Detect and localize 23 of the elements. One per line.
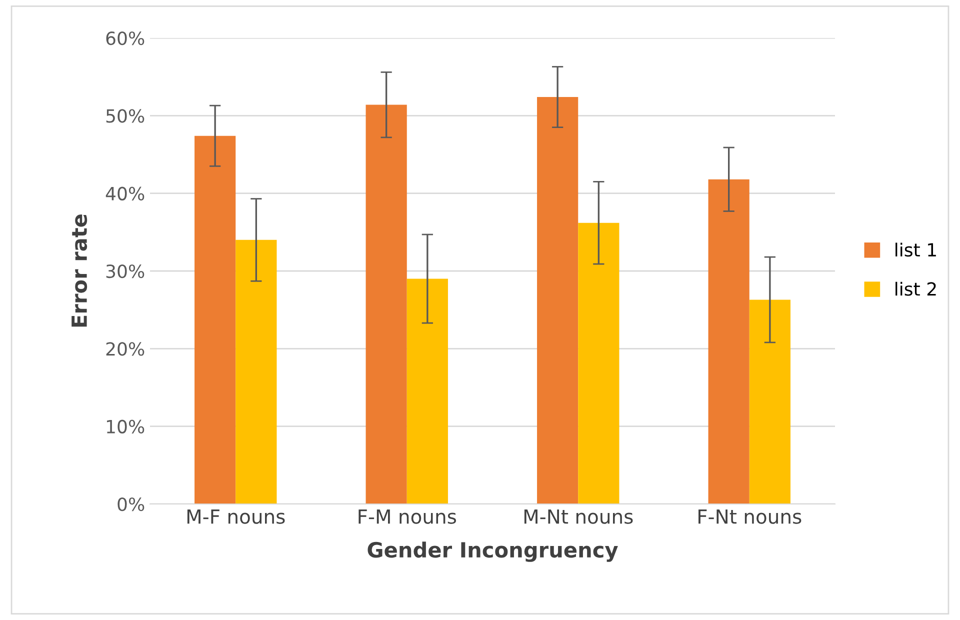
bar <box>236 240 277 504</box>
legend-label: list 1 <box>896 242 936 257</box>
y-tick-label: 0% <box>118 497 144 512</box>
bar <box>537 97 578 504</box>
y-tick-label: 60% <box>106 31 144 46</box>
y-axis-title: Error rate <box>72 214 88 327</box>
bar <box>366 104 407 504</box>
x-axis-title: Gender Incongruency <box>368 542 618 562</box>
y-tick-label: 30% <box>106 264 144 278</box>
legend-label: list 2 <box>896 282 936 296</box>
x-tick-label: M-Nt nouns <box>524 509 633 524</box>
bar <box>578 222 620 504</box>
bar <box>749 300 790 504</box>
bar <box>708 179 750 504</box>
x-tick-label: M-F nouns <box>187 509 285 524</box>
y-tick-label: 40% <box>106 186 144 200</box>
bar <box>406 278 448 504</box>
bar <box>194 136 236 504</box>
y-tick-label: 20% <box>106 342 144 356</box>
y-tick-label: 50% <box>106 109 144 123</box>
x-tick-label: F-Nt nouns <box>698 509 802 524</box>
y-tick-label: 10% <box>106 420 144 434</box>
x-tick-label: F-M nouns <box>358 509 456 524</box>
